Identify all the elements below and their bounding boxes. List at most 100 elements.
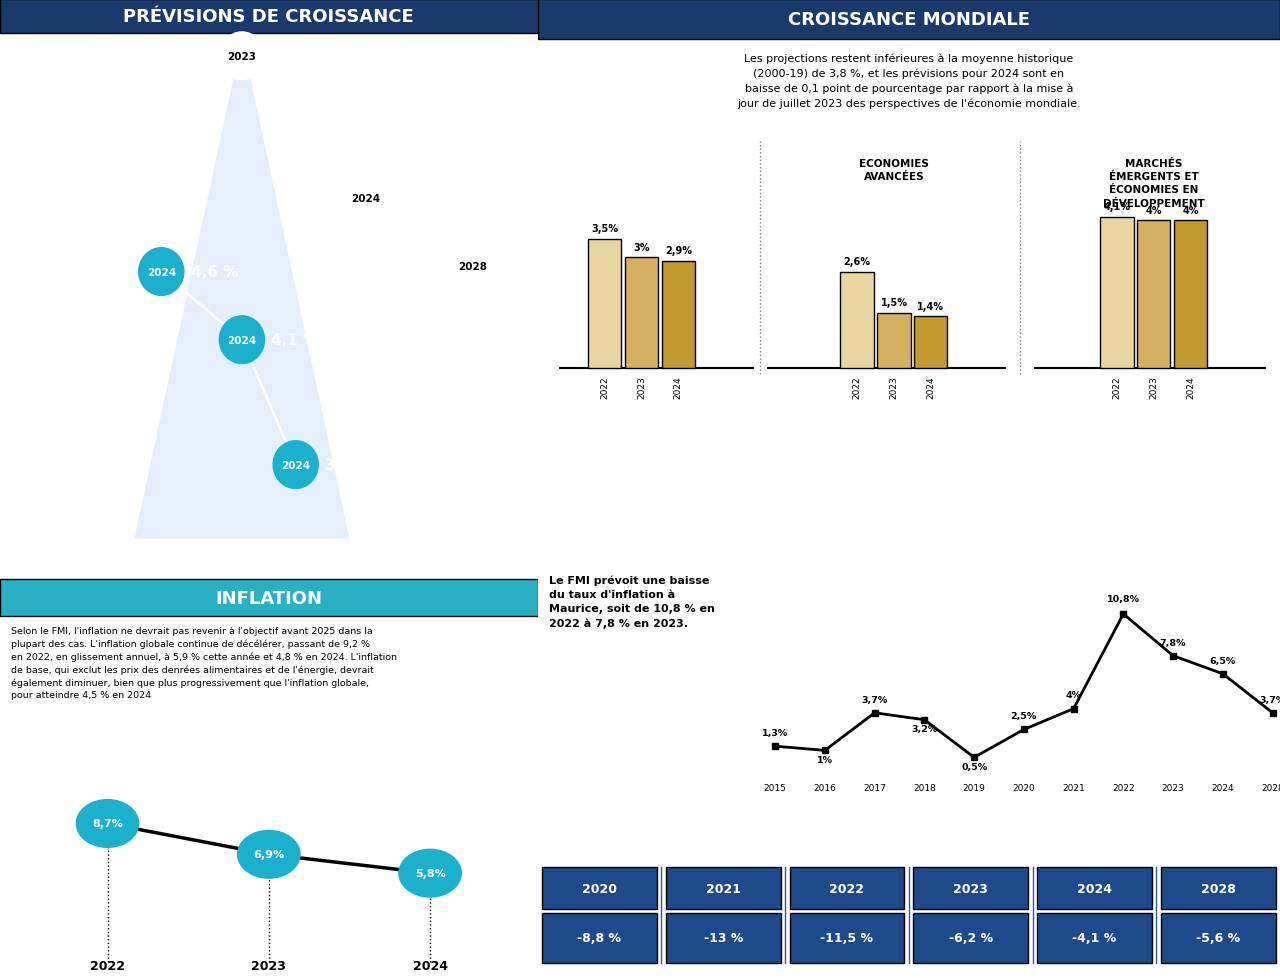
Text: 0,5%: 0,5% bbox=[961, 762, 987, 772]
FancyBboxPatch shape bbox=[790, 867, 905, 910]
Text: INFLATION: INFLATION bbox=[215, 589, 323, 607]
Text: 6,9%: 6,9% bbox=[253, 850, 284, 860]
Text: 2028: 2028 bbox=[1201, 882, 1235, 895]
FancyBboxPatch shape bbox=[666, 913, 781, 962]
Text: ECONOMIES
AVANCÉES: ECONOMIES AVANCÉES bbox=[859, 158, 929, 182]
Text: Le FMI prévoit une baisse
du taux d'inflation à
Maurice, soit de 10,8 % en
2022 : Le FMI prévoit une baisse du taux d'infl… bbox=[549, 575, 714, 628]
Text: -4,1 %: -4,1 % bbox=[1073, 931, 1116, 945]
Text: 2024: 2024 bbox=[147, 267, 175, 278]
Text: 2021: 2021 bbox=[705, 882, 741, 895]
Text: 2023: 2023 bbox=[251, 958, 287, 972]
Text: Selon le FMI, l'inflation ne devrait pas revenir à l'objectif avant 2025 dans la: Selon le FMI, l'inflation ne devrait pas… bbox=[10, 627, 397, 699]
Text: 2018: 2018 bbox=[913, 782, 936, 792]
Text: 2020: 2020 bbox=[1012, 782, 1036, 792]
Text: 4%: 4% bbox=[1066, 690, 1082, 700]
FancyBboxPatch shape bbox=[1174, 221, 1207, 369]
Circle shape bbox=[138, 248, 184, 296]
FancyBboxPatch shape bbox=[1037, 913, 1152, 962]
Text: 2023: 2023 bbox=[890, 376, 899, 398]
Text: 2024: 2024 bbox=[412, 958, 448, 972]
FancyBboxPatch shape bbox=[1161, 913, 1276, 962]
Circle shape bbox=[219, 33, 265, 80]
Text: Les projections restent inférieures à la moyenne historique
(2000-19) de 3,8 %, : Les projections restent inférieures à la… bbox=[737, 54, 1080, 109]
Text: 5,8%: 5,8% bbox=[415, 868, 445, 878]
Text: 3,7%: 3,7% bbox=[1260, 695, 1280, 704]
Text: 5,1 %: 5,1 % bbox=[271, 49, 319, 65]
Text: 4,1 %: 4,1 % bbox=[271, 333, 319, 348]
Text: CROISSANCE MONDIALE: CROISSANCE MONDIALE bbox=[787, 11, 1030, 28]
FancyBboxPatch shape bbox=[541, 913, 657, 962]
Text: 2021: 2021 bbox=[1062, 782, 1085, 792]
Text: 2023: 2023 bbox=[954, 882, 988, 895]
Text: 1%: 1% bbox=[817, 755, 833, 764]
Text: -8,8 %: -8,8 % bbox=[577, 931, 622, 945]
FancyBboxPatch shape bbox=[666, 867, 781, 910]
FancyBboxPatch shape bbox=[841, 273, 874, 369]
Text: -5,6 %: -5,6 % bbox=[1196, 931, 1240, 945]
Text: 2017: 2017 bbox=[863, 782, 886, 792]
Text: 3,3 %: 3,3 % bbox=[325, 458, 372, 472]
Text: 2024: 2024 bbox=[1076, 882, 1112, 895]
Text: d'avril 2023): d'avril 2023) bbox=[17, 389, 87, 399]
FancyBboxPatch shape bbox=[1101, 217, 1134, 369]
Text: 2028: 2028 bbox=[458, 261, 488, 272]
Text: 2022: 2022 bbox=[90, 958, 125, 972]
FancyBboxPatch shape bbox=[790, 913, 905, 962]
Text: MAURICE: MAURICE bbox=[17, 345, 79, 358]
Text: 2022: 2022 bbox=[1112, 782, 1134, 792]
FancyBboxPatch shape bbox=[913, 913, 1028, 962]
Text: 2024: 2024 bbox=[673, 376, 682, 398]
Text: 3,3 %: 3,3 % bbox=[503, 259, 550, 274]
FancyBboxPatch shape bbox=[877, 313, 910, 369]
Text: 2,9%: 2,9% bbox=[664, 246, 691, 256]
Text: 2020: 2020 bbox=[582, 882, 617, 895]
Text: 2019: 2019 bbox=[963, 782, 986, 792]
Text: 2024: 2024 bbox=[351, 194, 380, 203]
FancyBboxPatch shape bbox=[0, 0, 538, 34]
FancyBboxPatch shape bbox=[538, 0, 1280, 40]
Circle shape bbox=[238, 830, 300, 878]
Text: 10,8%: 10,8% bbox=[1107, 595, 1140, 603]
FancyBboxPatch shape bbox=[913, 867, 1028, 910]
Text: MAURICE: MAURICE bbox=[17, 78, 79, 92]
Text: 1,5%: 1,5% bbox=[881, 297, 908, 308]
Polygon shape bbox=[134, 40, 349, 539]
Circle shape bbox=[343, 175, 388, 222]
Text: 2023: 2023 bbox=[228, 52, 256, 62]
FancyBboxPatch shape bbox=[1161, 867, 1276, 910]
Text: 1,4%: 1,4% bbox=[918, 301, 945, 311]
Text: (projections: (projections bbox=[17, 370, 82, 379]
Text: 4%: 4% bbox=[1146, 205, 1162, 215]
Text: 2028: 2028 bbox=[1261, 782, 1280, 792]
Text: 2024: 2024 bbox=[282, 460, 310, 470]
Text: MARCHÉS
ÉMERGENTS ET
ÉCONOMIES EN
DÉVELOPPEMENT: MARCHÉS ÉMERGENTS ET ÉCONOMIES EN DÉVELO… bbox=[1103, 158, 1204, 208]
Text: -6,2 %: -6,2 % bbox=[948, 931, 993, 945]
Text: 3,5%: 3,5% bbox=[591, 224, 618, 234]
FancyBboxPatch shape bbox=[1137, 221, 1170, 369]
FancyBboxPatch shape bbox=[625, 258, 658, 369]
Text: 2015: 2015 bbox=[764, 782, 787, 792]
Text: 2,5%: 2,5% bbox=[1011, 712, 1037, 721]
FancyBboxPatch shape bbox=[541, 867, 657, 910]
FancyBboxPatch shape bbox=[662, 262, 695, 369]
Text: 2023: 2023 bbox=[1162, 782, 1184, 792]
Text: 3,2%: 3,2% bbox=[911, 725, 937, 734]
Text: 3,7%: 3,7% bbox=[861, 695, 888, 704]
Text: 2022: 2022 bbox=[1112, 376, 1121, 398]
Text: 4,6 %: 4,6 % bbox=[191, 265, 238, 280]
Text: ÉVOLUTION DE LA BALANCE
COMMERCIALE DE MAURICE: ÉVOLUTION DE LA BALANCE COMMERCIALE DE M… bbox=[790, 801, 1028, 835]
Text: 2024: 2024 bbox=[1187, 376, 1196, 398]
Text: PRÉVISIONS DE CROISSANCE: PRÉVISIONS DE CROISSANCE bbox=[123, 8, 415, 26]
Text: 2,6%: 2,6% bbox=[844, 257, 870, 267]
Text: 2023: 2023 bbox=[637, 376, 646, 398]
Text: 2022: 2022 bbox=[829, 882, 864, 895]
Circle shape bbox=[399, 850, 461, 897]
Circle shape bbox=[219, 317, 265, 364]
Text: 2023: 2023 bbox=[1149, 376, 1158, 398]
Text: -13 %: -13 % bbox=[704, 931, 742, 945]
Circle shape bbox=[77, 800, 138, 848]
Text: 4%: 4% bbox=[1183, 205, 1199, 215]
Text: 1,3%: 1,3% bbox=[762, 729, 788, 737]
Text: 2024: 2024 bbox=[927, 376, 936, 398]
FancyBboxPatch shape bbox=[0, 580, 538, 616]
